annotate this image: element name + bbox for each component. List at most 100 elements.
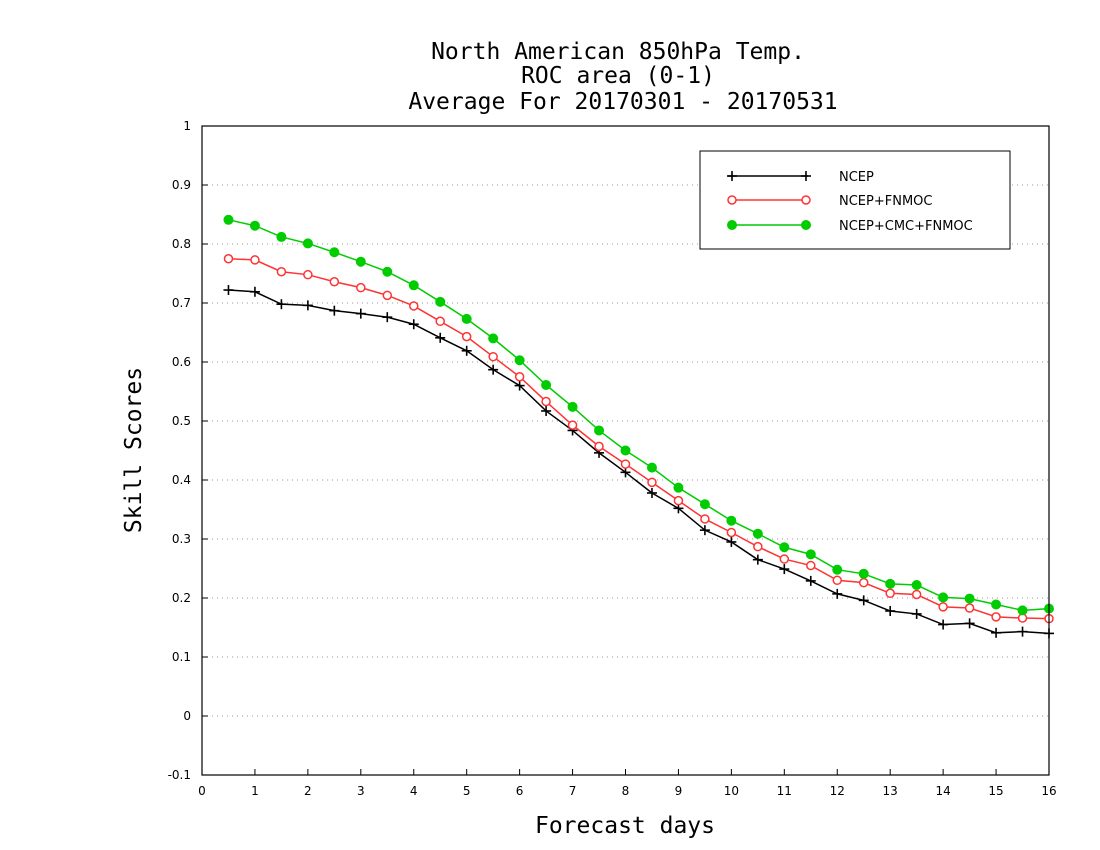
data-point — [302, 300, 313, 311]
x-tick-label: 9 — [675, 784, 683, 798]
data-point — [303, 269, 313, 280]
data-point — [382, 266, 393, 277]
y-tick-label: 0 — [183, 709, 191, 723]
x-tick-label: 8 — [622, 784, 630, 798]
data-point — [647, 477, 657, 488]
data-point — [885, 578, 896, 589]
data-point — [885, 605, 896, 616]
legend-label: NCEP — [839, 170, 874, 185]
data-point — [832, 564, 843, 575]
y-tick-label: 1 — [183, 119, 191, 133]
data-point — [223, 214, 234, 225]
y-tick-label: 0.2 — [172, 591, 191, 605]
data-point — [991, 612, 1001, 622]
axis-ticks: -0.100.10.20.30.40.50.60.70.80.910 1 2 3 4 5 6… — [168, 119, 1057, 798]
legend-label: NCEP+CMC+FNMOC — [839, 219, 973, 234]
data-point — [673, 495, 684, 506]
data-point — [832, 588, 843, 599]
data-point — [801, 171, 811, 181]
y-tick-label: 0.4 — [172, 473, 191, 487]
data-point — [752, 528, 763, 539]
x-tick-label: 11 — [777, 784, 792, 798]
x-tick-label: 3 — [357, 784, 365, 798]
data-point — [488, 364, 499, 375]
data-point — [223, 285, 234, 296]
data-point — [488, 351, 498, 362]
data-point — [488, 333, 499, 344]
x-axis-label: Forecast days — [535, 813, 715, 839]
chart-title: North American 850hPa Temp. ROC area (0-… — [408, 39, 837, 115]
data-point — [461, 313, 472, 324]
data-point — [700, 514, 710, 524]
data-point — [646, 487, 657, 498]
y-tick-label: 0.6 — [172, 355, 191, 369]
data-point — [567, 401, 578, 412]
legend-entry: NCEP+FNMOC — [727, 194, 932, 209]
data-point — [435, 316, 445, 327]
plot-frame — [201, 125, 1050, 776]
data-point — [911, 608, 922, 619]
x-tick-label: 5 — [463, 784, 471, 798]
data-point — [461, 345, 472, 356]
data-point — [779, 542, 790, 553]
data-point — [858, 568, 869, 579]
data-point — [1017, 605, 1028, 616]
data-point — [752, 554, 763, 565]
data-point — [727, 171, 737, 181]
data-point — [223, 254, 234, 264]
data-point — [911, 580, 922, 591]
data-point — [858, 595, 869, 606]
data-point — [382, 290, 393, 301]
data-point — [514, 380, 525, 391]
data-point — [329, 305, 340, 316]
data-point — [409, 301, 419, 311]
data-point — [250, 255, 260, 265]
data-point — [356, 282, 366, 293]
x-tick-label: 1 — [251, 784, 259, 798]
data-point — [329, 277, 340, 287]
y-tick-label: 0.1 — [172, 650, 191, 664]
data-point — [514, 355, 525, 366]
data-point — [408, 280, 419, 291]
data-point — [620, 467, 631, 478]
data-point — [964, 618, 975, 629]
series-line — [228, 219, 1050, 612]
data-point — [541, 396, 551, 407]
data-point — [699, 525, 710, 536]
data-point — [753, 541, 763, 552]
data-point — [726, 536, 737, 547]
x-tick-label: 2 — [304, 784, 312, 798]
data-point — [541, 405, 552, 416]
data-point — [991, 627, 1002, 638]
series-line — [228, 289, 1050, 635]
series-ncep — [223, 285, 1054, 639]
x-tick-label: 16 — [1041, 784, 1056, 798]
data-point — [302, 238, 313, 249]
y-tick-label: 0.5 — [172, 414, 191, 428]
data-point — [801, 195, 811, 205]
data-point — [594, 441, 604, 452]
data-point — [832, 575, 842, 586]
data-point — [620, 445, 631, 456]
data-point — [964, 603, 975, 613]
data-point — [858, 577, 869, 588]
x-tick-label: 4 — [410, 784, 418, 798]
data-point — [938, 592, 949, 603]
data-point — [435, 296, 446, 307]
data-point — [938, 602, 948, 612]
data-point — [355, 256, 366, 267]
data-point — [567, 420, 578, 430]
data-point — [594, 425, 605, 436]
data-point — [620, 459, 631, 469]
data-point — [461, 331, 472, 342]
data-point — [964, 593, 975, 604]
data-point — [805, 549, 816, 560]
x-tick-label: 10 — [724, 784, 739, 798]
data-point — [1017, 626, 1028, 637]
data-point — [779, 564, 790, 575]
title-line-2: ROC area (0-1) — [521, 63, 715, 89]
data-point — [276, 231, 287, 242]
x-tick-label: 6 — [516, 784, 524, 798]
data-point — [727, 220, 737, 230]
